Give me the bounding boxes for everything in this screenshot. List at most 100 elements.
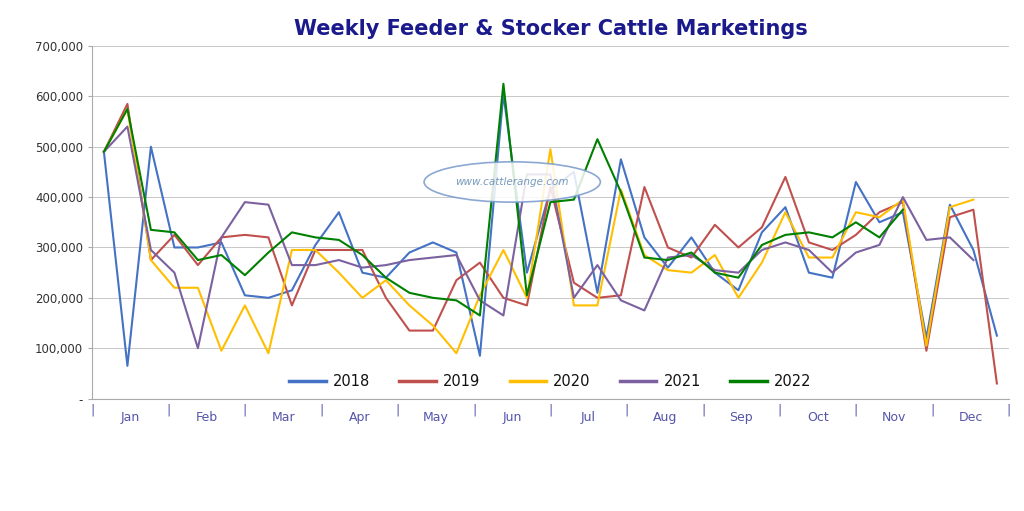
2019 [97, 149, 110, 155]
2018 [803, 270, 815, 276]
2018 [521, 270, 534, 276]
2022 [144, 227, 157, 233]
Line: 2022: 2022 [103, 84, 903, 315]
2020 [239, 303, 251, 309]
2019 [144, 257, 157, 263]
2018 [968, 247, 980, 253]
Text: Nov: Nov [882, 411, 906, 424]
2022 [121, 106, 133, 112]
2018 [239, 292, 251, 298]
2020 [685, 270, 697, 276]
2020 [191, 285, 204, 291]
Text: |: | [167, 404, 171, 416]
2021 [756, 247, 768, 253]
2019 [897, 199, 909, 205]
2020 [944, 204, 956, 210]
2021 [191, 345, 204, 351]
2018 [380, 274, 392, 281]
2020 [897, 197, 909, 203]
2018 [826, 274, 839, 281]
2020 [380, 277, 392, 283]
2021 [567, 295, 580, 301]
2022 [803, 229, 815, 236]
2021 [97, 149, 110, 155]
2022 [356, 252, 369, 258]
2019 [968, 206, 980, 213]
2020 [168, 285, 180, 291]
2018 [286, 287, 298, 293]
2022 [614, 189, 627, 195]
2020 [286, 247, 298, 253]
2021 [403, 257, 416, 263]
2022 [309, 235, 322, 241]
2022 [262, 249, 274, 256]
Line: 2019: 2019 [103, 104, 997, 383]
2021 [944, 235, 956, 241]
2018 [427, 239, 439, 245]
2019 [168, 232, 180, 238]
2019 [685, 254, 697, 261]
Text: |: | [319, 404, 324, 416]
2022 [850, 219, 862, 225]
2018 [850, 179, 862, 185]
Text: |: | [701, 404, 706, 416]
2021 [144, 247, 157, 253]
2019 [498, 295, 510, 301]
2022 [498, 81, 510, 87]
2021 [168, 270, 180, 276]
2020 [591, 303, 603, 309]
2021 [685, 252, 697, 258]
Text: |: | [243, 404, 247, 416]
2022 [662, 257, 674, 263]
2018 [262, 295, 274, 301]
2019 [638, 184, 650, 190]
2018 [614, 156, 627, 162]
2020 [309, 247, 322, 253]
2022 [97, 149, 110, 155]
2021 [826, 270, 839, 276]
2021 [803, 247, 815, 253]
2019 [921, 347, 933, 354]
2019 [803, 239, 815, 245]
2019 [521, 303, 534, 309]
2021 [921, 237, 933, 243]
2021 [897, 194, 909, 200]
2018 [921, 335, 933, 341]
2018 [403, 249, 416, 256]
Text: |: | [1007, 404, 1011, 416]
2022 [521, 292, 534, 298]
Text: |: | [472, 404, 476, 416]
Text: |: | [625, 404, 629, 416]
2022 [826, 235, 839, 241]
2020 [779, 209, 792, 215]
2021 [380, 262, 392, 268]
2018 [498, 91, 510, 97]
2019 [403, 328, 416, 334]
2022 [168, 229, 180, 236]
Text: Jan: Jan [121, 411, 140, 424]
2020 [451, 350, 463, 356]
2018 [991, 333, 1004, 339]
2021 [968, 257, 980, 263]
2021 [498, 312, 510, 318]
2019 [215, 235, 227, 241]
2020 [403, 303, 416, 309]
Text: Apr: Apr [349, 411, 371, 424]
2021 [309, 262, 322, 268]
2018 [709, 270, 721, 276]
2019 [451, 277, 463, 283]
2022 [215, 252, 227, 258]
2022 [333, 237, 345, 243]
2022 [474, 312, 486, 318]
2019 [121, 101, 133, 107]
Text: Jul: Jul [581, 411, 596, 424]
Text: Mar: Mar [271, 411, 295, 424]
2018 [545, 187, 557, 193]
2018 [779, 204, 792, 210]
2022 [545, 199, 557, 205]
2022 [873, 235, 886, 241]
2020 [756, 260, 768, 266]
Text: |: | [395, 404, 399, 416]
2021 [521, 171, 534, 177]
2019 [545, 184, 557, 190]
